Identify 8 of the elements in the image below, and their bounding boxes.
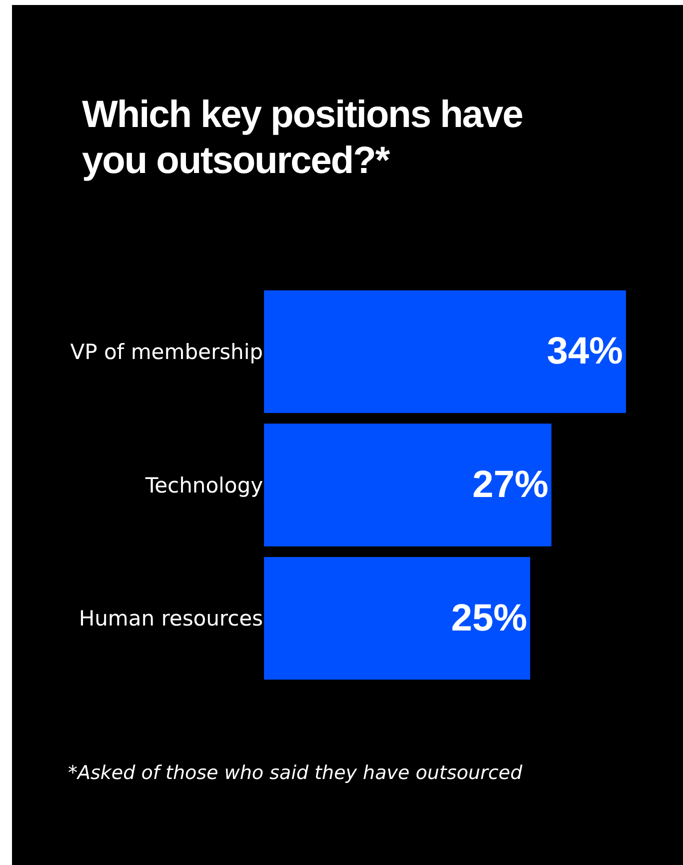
data-label: 27% (472, 464, 548, 506)
y-tick-label: Human resources (78, 606, 263, 631)
y-tick-label: VP of membership (70, 340, 263, 364)
y-tick-label: Technology (144, 473, 263, 498)
text: *Asked of those who said they have outsourced (68, 762, 524, 784)
data-label: 34% (546, 330, 623, 373)
data-label: 25% (451, 597, 528, 640)
chart-title: Which key positions have you outsourced?* (82, 93, 524, 184)
